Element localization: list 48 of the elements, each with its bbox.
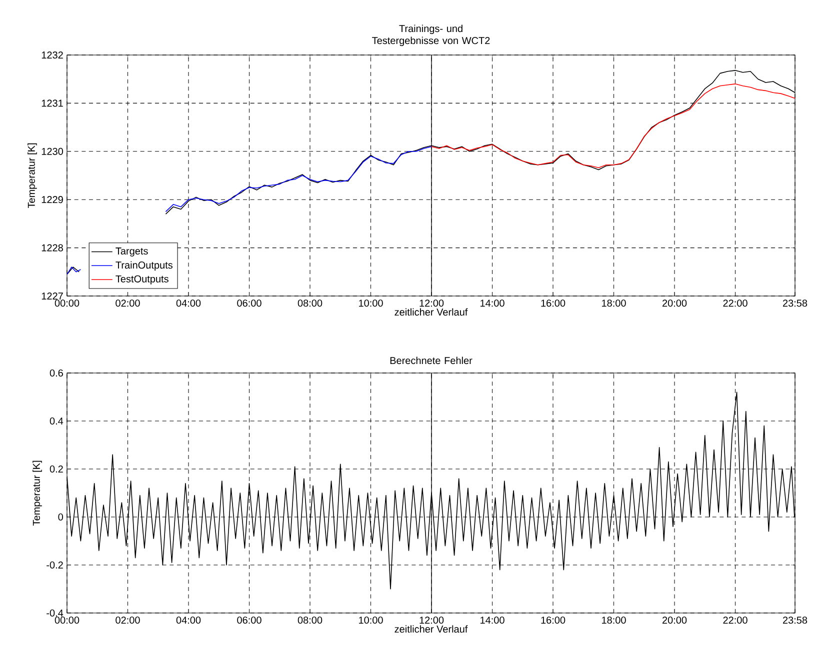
x-tick-label: 14:00 [480, 616, 504, 624]
x-tick-label: 14:00 [480, 300, 504, 307]
x-tick-label: 12:00 [420, 616, 444, 624]
x-tick-label: 10:00 [359, 616, 383, 624]
line-series [431, 84, 796, 168]
x-tick-label: 22:00 [723, 300, 748, 307]
x-tick-label: 18:00 [602, 616, 626, 624]
x-tick-label: 23:58 [783, 300, 808, 307]
x-tick-label: 06:00 [237, 300, 262, 307]
x-tick-label: 00:00 [54, 616, 80, 624]
y-tick-label: 0.2 [50, 465, 63, 473]
y-tick-label: 0.4 [50, 417, 64, 425]
x-tick-label: 20:00 [662, 300, 687, 307]
x-tick-label: 00:00 [54, 300, 80, 307]
y-tick-label: -0.4 [46, 609, 64, 617]
y-axis-title: Temperatur [K] [32, 460, 42, 526]
legend-label: TrainOutputs [116, 261, 173, 271]
x-tick-label: 12:00 [420, 300, 444, 307]
y-tick-label: 1232 [42, 51, 63, 59]
y-tick-label: -0.2 [46, 561, 63, 569]
x-tick-label: 16:00 [541, 300, 566, 307]
x-tick-label: 22:00 [723, 616, 748, 624]
x-tick-label: 10:00 [359, 300, 383, 307]
x-tick-label: 04:00 [176, 616, 201, 624]
x-tick-label: 18:00 [602, 300, 626, 307]
y-axis-title: Temperatur [K] [28, 143, 37, 208]
y-tick-label: 0 [58, 513, 64, 521]
x-tick-label: 04:00 [176, 300, 201, 307]
y-tick-label: 1228 [42, 244, 63, 252]
x-tick-label: 16:00 [541, 616, 566, 624]
x-axis-title: zeitlicher Verlauf [394, 625, 468, 633]
y-tick-label: 1229 [42, 196, 63, 204]
legend-label: TestOutputs [116, 275, 168, 284]
y-tick-label: 0.6 [50, 369, 63, 377]
chart-title: Berechnete Fehler [390, 356, 472, 364]
x-tick-label: 20:00 [662, 616, 687, 624]
x-axis-title: zeitlicher Verlauf [394, 308, 468, 316]
y-tick-label: 1230 [42, 148, 64, 155]
x-tick-label: 08:00 [298, 616, 322, 624]
x-tick-label: 02:00 [116, 300, 140, 307]
x-tick-label: 06:00 [237, 616, 262, 624]
chart-title: Trainings- und Testergebnisse von WCT2 [372, 24, 490, 46]
legend-label: Targets [116, 248, 148, 257]
x-tick-label: 23:58 [783, 616, 808, 624]
y-tick-label: 1231 [42, 100, 63, 107]
x-tick-label: 08:00 [298, 300, 322, 307]
y-tick-label: 1227 [42, 292, 63, 300]
x-tick-label: 02:00 [116, 616, 140, 624]
